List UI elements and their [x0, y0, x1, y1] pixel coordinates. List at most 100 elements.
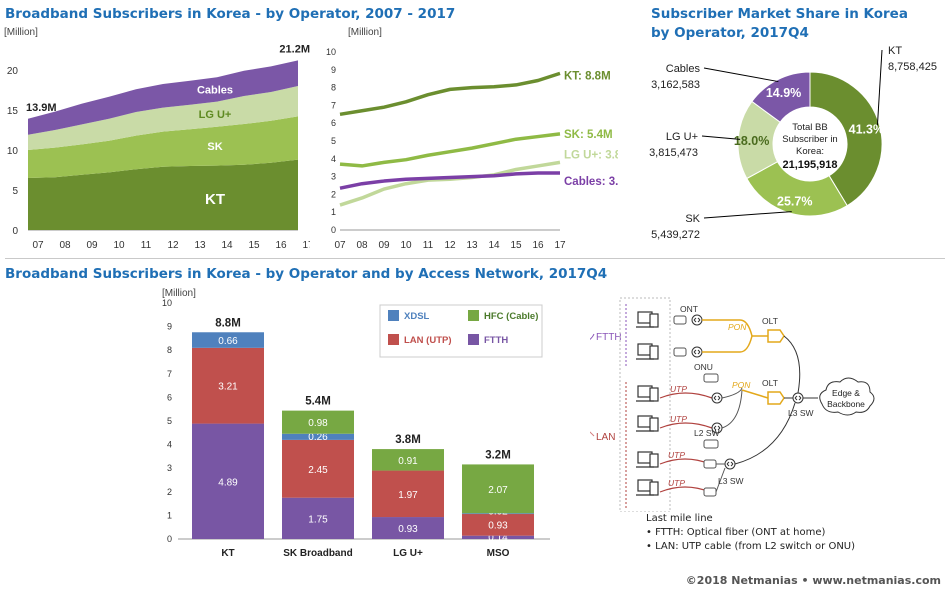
- donut-center-text: Total BB: [792, 122, 827, 133]
- edge-label-1: Edge &: [832, 388, 860, 398]
- line-series-kt: [339, 71, 561, 117]
- stacked-segment-label: 0.26: [308, 432, 328, 443]
- pc-icon: [636, 311, 659, 328]
- utp-label: UTP: [670, 384, 687, 394]
- olt-icon: [767, 329, 785, 343]
- l2-to-l3: [734, 402, 796, 465]
- area-x-tick: 13: [194, 240, 206, 251]
- stacked-total-label: 8.8M: [215, 317, 241, 329]
- area-y-tick: 5: [12, 186, 18, 197]
- line-x-tick: 13: [466, 240, 478, 251]
- note-ftth-text: FTTH: Optical fiber (ONT at home): [655, 527, 826, 538]
- area-x-tick: 17: [302, 240, 310, 251]
- access-network-diagram: FTTH LAN ONT PON OLT UTP UTP ONU PON OLT UTP UTP L2 …: [590, 297, 875, 512]
- line-series-lg-u-: [339, 160, 561, 207]
- donut-pct-label: 14.9%: [766, 86, 801, 100]
- stacked-segment-label: 0.66: [218, 336, 238, 347]
- donut-leader-line: [703, 211, 792, 219]
- donut-slice-cables: [751, 71, 811, 123]
- pc-icon: [636, 451, 659, 468]
- area-x-tick: 14: [221, 240, 233, 251]
- fiber-line: [741, 389, 769, 399]
- stacked-chart-title: Broadband Subscribers in Korea - by Oper…: [5, 266, 608, 282]
- legend-swatch: [388, 310, 399, 321]
- area-series-label: SK: [207, 141, 222, 153]
- line-end-label: LG U+: 3.8M: [564, 149, 618, 161]
- node-arrows: [693, 349, 701, 355]
- stacked-bar-segment: [462, 535, 534, 539]
- line-series-sk: [339, 132, 561, 168]
- legend-swatch: [388, 334, 399, 345]
- stacked-bar-segment: [462, 513, 534, 536]
- line-series-cables: [339, 171, 560, 190]
- donut-ext-value: 5,439,272: [651, 229, 700, 241]
- switch-node-icon: [691, 346, 703, 358]
- node-arrows: [794, 395, 802, 401]
- stacked-bar-segment: [282, 439, 354, 498]
- stacked-category-label: MSO: [487, 548, 510, 559]
- line-x-tick: 07: [334, 240, 346, 251]
- device-box: [703, 439, 719, 449]
- note-lan: • LAN: UTP cable (from L2 switch or ONU): [646, 541, 856, 552]
- stacked-segment-label: 2.07: [488, 485, 508, 496]
- stacked-total-label: 5.4M: [305, 396, 331, 408]
- l3sw-label-lower: L3 SW: [718, 476, 744, 486]
- node-circle: [691, 314, 703, 326]
- utp-label: UTP: [670, 414, 687, 424]
- line-y-tick: 8: [331, 83, 336, 93]
- donut-slice-kt: [809, 71, 883, 207]
- switch-node-icon: [724, 458, 736, 470]
- stacked-category-label: SK Broadband: [283, 548, 352, 559]
- line-y-tick: 1: [331, 207, 336, 217]
- stacked-total-label: 3.2M: [485, 449, 511, 461]
- stacked-legend: XDSL HFC (Cable) LAN (UTP) FTTH: [379, 304, 543, 358]
- legend-swatch: [468, 310, 479, 321]
- donut-ext-name: SK: [685, 213, 700, 225]
- stacked-y-tick: 7: [167, 369, 172, 379]
- pc-tower: [649, 481, 659, 496]
- stacked-total-label: 3.8M: [395, 434, 421, 446]
- line-x-tick: 17: [554, 240, 566, 251]
- stacked-segment-label: 1.97: [398, 490, 418, 501]
- donut-center-total: 21,195,918: [782, 159, 837, 171]
- device-box: [673, 315, 687, 325]
- stacked-bar-segment: [192, 347, 264, 424]
- donut-ext-value: 3,162,583: [651, 79, 700, 91]
- stacked-y-tick: 0: [167, 534, 172, 544]
- switch-node-icon: [792, 392, 804, 404]
- device-box: [703, 373, 719, 383]
- edge-label-2: Backbone: [827, 399, 865, 409]
- onu-links: [721, 387, 743, 429]
- stacked-segment-label: 0.93: [488, 521, 508, 532]
- donut-ext-name: KT: [888, 45, 902, 57]
- line-end-label: Cables: 3.2M: [564, 176, 618, 188]
- stacked-category-label: KT: [221, 548, 234, 559]
- copyright-footer: ©2018 Netmanias • www.netmanias.com: [685, 574, 941, 587]
- area-start-annotation: 13.9M: [26, 102, 57, 114]
- line-y-tick: 9: [331, 65, 336, 75]
- stacked-bar-segment: [372, 470, 444, 518]
- olt-to-l3: [783, 335, 801, 394]
- stacked-bar-segment: [282, 433, 354, 440]
- line-x-tick: 11: [423, 240, 434, 251]
- area-x-tick: 08: [59, 240, 71, 251]
- utp-cable: [659, 422, 713, 429]
- lan-label: LAN: [596, 432, 615, 443]
- line-y-tick: 2: [331, 189, 336, 199]
- stacked-segment-label: 0.91: [398, 456, 418, 467]
- legend-swatch: [468, 334, 479, 345]
- line-y-tick: 7: [331, 100, 336, 110]
- stacked-segment-label: 0.98: [308, 418, 328, 429]
- area-y-tick: 15: [7, 106, 19, 117]
- stacked-bar-segment: [372, 517, 444, 539]
- line-y-tick: 6: [331, 118, 336, 128]
- line-y-tick: 0: [331, 225, 336, 235]
- donut-pct-label: 41.3%: [849, 122, 884, 136]
- stacked-y-tick: 4: [167, 440, 172, 450]
- switch-node-icon: [711, 422, 723, 434]
- area-x-tick: 16: [275, 240, 287, 251]
- share-chart-title-line2: by Operator, 2017Q4: [651, 25, 809, 41]
- backbone-cloud-icon: [819, 377, 875, 416]
- stacked-segment-label: 0.93: [398, 524, 418, 535]
